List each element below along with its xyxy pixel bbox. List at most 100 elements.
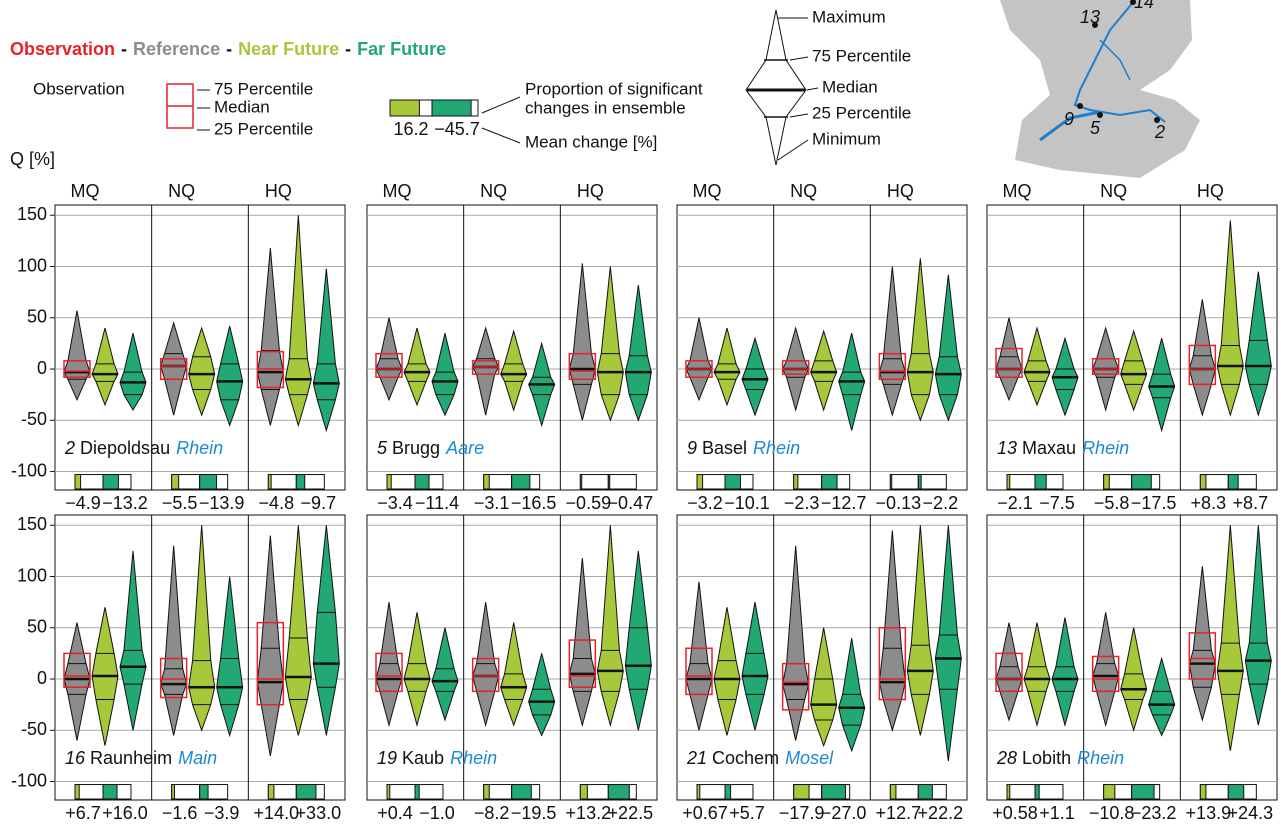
station-name: Lobith	[1022, 748, 1071, 768]
observation-box	[878, 627, 907, 701]
significance-bar	[724, 784, 732, 800]
significance-bar	[386, 784, 391, 800]
violin	[995, 622, 1023, 722]
mean-change: −1.6	[162, 803, 198, 823]
significance-bar	[1034, 784, 1040, 800]
violin	[685, 317, 713, 402]
violin	[216, 325, 244, 427]
key-label: 75 Percentile	[812, 46, 911, 65]
significance-bar	[1199, 784, 1207, 800]
station-dot	[1097, 112, 1103, 118]
key-violin	[745, 9, 819, 166]
y-tick-label: 100	[17, 565, 47, 585]
group-label: MQ	[383, 181, 412, 201]
river-name: Rhein	[1082, 438, 1129, 458]
river	[1073, 0, 1166, 123]
station-number: 13	[997, 438, 1017, 458]
violin	[312, 525, 340, 736]
mean-change: +14.0	[254, 803, 300, 823]
significance-bar	[295, 784, 317, 800]
legend-entry: Near Future	[238, 39, 339, 59]
station-name: Cochem	[712, 748, 779, 768]
observation-box	[685, 647, 713, 696]
mean-change: +24.3	[1228, 803, 1274, 823]
violin	[810, 627, 838, 748]
mean-change: −10.8	[1089, 803, 1135, 823]
violin	[403, 612, 431, 728]
group-label: NQ	[168, 181, 195, 201]
mean-change: −16.5	[511, 493, 557, 513]
mean-change: −3.4	[377, 493, 413, 513]
key-change: 16.2	[393, 119, 428, 139]
map-label: 14	[1134, 0, 1154, 12]
river-name: Mosel	[785, 748, 834, 768]
observation-box	[878, 352, 907, 381]
key-label: 25 Percentile	[214, 119, 313, 138]
observation-box	[375, 352, 403, 378]
group-label: HQ	[265, 181, 292, 201]
significance-bar	[267, 474, 272, 490]
y-tick-label: -50	[21, 409, 47, 429]
significance-bar	[171, 474, 180, 490]
violin	[431, 627, 459, 722]
significance-bar	[295, 474, 306, 490]
station-dot	[1130, 0, 1136, 5]
significance-box	[386, 784, 416, 800]
mean-change: −10.1	[724, 493, 770, 513]
y-tick-label: 0	[37, 358, 47, 378]
station-number: 21	[686, 748, 707, 768]
key-leader	[789, 56, 809, 61]
violin	[1023, 622, 1051, 728]
river-name: Rhein	[450, 748, 497, 768]
violin	[741, 336, 769, 417]
observation-box	[159, 657, 188, 699]
significance-bar	[1006, 474, 1011, 490]
significance-bar	[579, 784, 588, 800]
significance-bar	[889, 474, 893, 490]
significance-bar	[917, 474, 922, 490]
significance-box	[171, 784, 201, 800]
violin	[119, 333, 147, 412]
significance-bar	[483, 474, 490, 490]
map-label: 13	[1080, 7, 1100, 27]
significance-bar	[1103, 474, 1110, 490]
key-bar	[431, 99, 472, 117]
mean-change: +6.7	[65, 803, 101, 823]
station-number: 2	[64, 438, 75, 458]
significance-bar	[889, 784, 897, 800]
y-tick-label: 150	[17, 204, 47, 224]
key-leader	[789, 113, 809, 118]
violin	[1148, 656, 1176, 737]
significance-box	[579, 474, 609, 490]
significance-box	[889, 474, 919, 490]
significance-bar	[483, 784, 490, 800]
significance-bar	[74, 474, 82, 490]
observation-box	[781, 360, 810, 375]
station-name: Raunheim	[90, 748, 172, 768]
violin	[1092, 612, 1120, 728]
map-label: 9	[1064, 109, 1074, 129]
violin	[1023, 326, 1051, 407]
violin	[284, 525, 312, 736]
observation-box	[1091, 358, 1120, 375]
river-name: Rhein	[753, 438, 800, 458]
violin	[256, 248, 284, 426]
key-label: 75 Percentile	[214, 79, 313, 98]
violin	[934, 525, 962, 762]
key-change: −45.7	[434, 119, 480, 139]
river-name: Main	[178, 748, 217, 768]
legend-separator: -	[121, 39, 127, 59]
significance-bar	[1227, 474, 1239, 490]
mean-change: −12.7	[821, 493, 867, 513]
panel-title: 2 Diepoldsau Rhein	[64, 438, 223, 458]
significance-bar	[1103, 784, 1116, 800]
violin	[596, 525, 624, 728]
station-name: Brugg	[392, 438, 440, 458]
key-label: Maximum	[812, 7, 886, 26]
mean-change: +12.7	[876, 803, 922, 823]
violin	[741, 602, 769, 731]
violin	[256, 535, 284, 757]
mean-change: −5.8	[1094, 493, 1130, 513]
mean-change: −19.5	[511, 803, 557, 823]
